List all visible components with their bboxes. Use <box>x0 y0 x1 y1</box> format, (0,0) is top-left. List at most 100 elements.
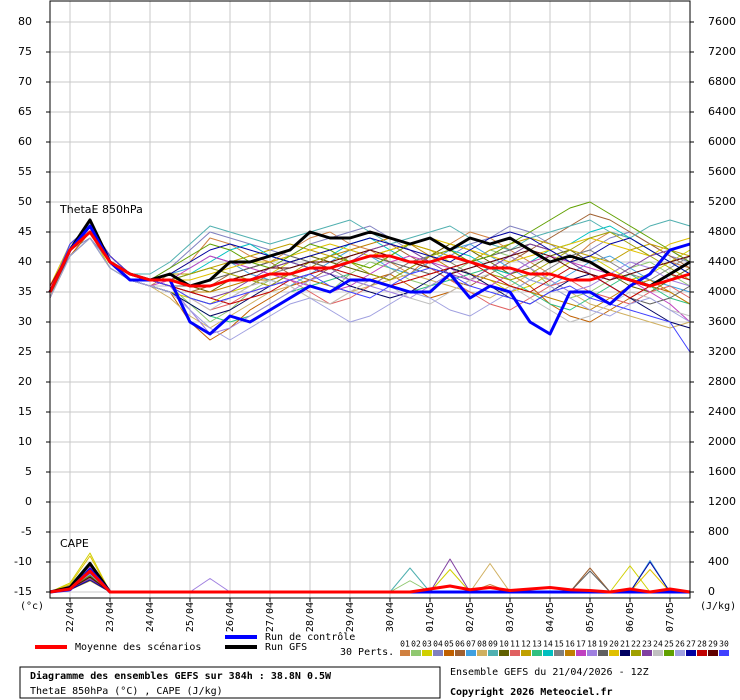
legend-swatch <box>543 650 553 656</box>
legend-swatch <box>609 650 619 656</box>
legend-label: 29 <box>708 640 718 649</box>
y-tick-label: 70 <box>18 75 32 88</box>
legend-swatch <box>488 650 498 656</box>
footer-subtitle: ThetaE 850hPa (°C) , CAPE (J/kg) <box>30 686 223 697</box>
y2-tick-label: 1200 <box>708 495 736 508</box>
thetae-label: ThetaE 850hPa <box>59 203 143 216</box>
legend-label: 07 <box>466 640 476 649</box>
legend-swatch <box>510 650 520 656</box>
y-tick-label: 50 <box>18 195 32 208</box>
x-tick-label: 26/04 <box>225 602 236 632</box>
legend-swatch <box>664 650 674 656</box>
y-tick-label: 30 <box>18 315 32 328</box>
legend-label: 10 <box>499 640 509 649</box>
legend-label: 16 <box>565 640 575 649</box>
y2-unit: (J/kg) <box>700 601 736 612</box>
legend-label: 30 <box>719 640 729 649</box>
y2-tick-label: 2800 <box>708 375 736 388</box>
legend-label: 26 <box>675 640 685 649</box>
y-tick-label: 65 <box>18 105 32 118</box>
x-tick-label: 30/04 <box>385 602 396 632</box>
legend-label: 13 <box>532 640 542 649</box>
legend-label: Moyenne des scénarios <box>75 641 201 653</box>
legend-swatch <box>631 650 641 656</box>
copyright: Copyright 2026 Meteociel.fr <box>450 686 613 698</box>
legend-label: 27 <box>686 640 696 649</box>
legend-swatch <box>466 650 476 656</box>
legend-label: 03 <box>422 640 432 649</box>
y-tick-label: 0 <box>25 495 32 508</box>
x-tick-label: 02/05 <box>465 602 476 632</box>
y-tick-label: 35 <box>18 285 32 298</box>
y2-tick-label: 2000 <box>708 435 736 448</box>
legend-swatch <box>642 650 652 656</box>
legend-swatch <box>455 650 465 656</box>
thetae-line <box>48 218 691 293</box>
y2-tick-label: 7200 <box>708 45 736 58</box>
cape-label: CAPE <box>60 537 89 550</box>
y2-tick-label: 7600 <box>708 15 736 28</box>
lines <box>48 201 691 594</box>
legend-label: 01 <box>400 640 410 649</box>
thetae-line <box>49 225 691 353</box>
x-tick-label: 27/04 <box>265 602 276 632</box>
x-tick-label: 01/05 <box>425 602 436 632</box>
y-tick-label: 45 <box>18 225 32 238</box>
legend-label: 21 <box>620 640 630 649</box>
y2-tick-label: 3200 <box>708 345 736 358</box>
footer-title: Diagramme des ensembles GEFS sur 384h : … <box>30 670 332 682</box>
x-tick-label: 29/04 <box>345 602 356 632</box>
legend-label: 28 <box>697 640 707 649</box>
plot-frame <box>49 0 691 599</box>
legend-swatch <box>400 650 410 656</box>
legend-swatch <box>576 650 586 656</box>
legend-label: 18 <box>587 640 597 649</box>
y2-tick-label: 6800 <box>708 75 736 88</box>
y-tick-label: 55 <box>18 165 32 178</box>
legend-label: 12 <box>521 640 531 649</box>
y-tick-label: -5 <box>21 525 32 538</box>
y-tick-label: 80 <box>18 15 32 28</box>
legend-label: 24 <box>653 640 663 649</box>
y-unit: (°c) <box>20 601 44 612</box>
y2-tick-label: 2400 <box>708 405 736 418</box>
legend-label: 08 <box>477 640 487 649</box>
legend-label: 19 <box>598 640 608 649</box>
legend-swatch <box>422 650 432 656</box>
legend-label: 06 <box>455 640 465 649</box>
legend-swatch <box>521 650 531 656</box>
y-tick-label: 5 <box>25 465 32 478</box>
y2-tick-label: 0 <box>708 585 715 598</box>
x-tick-label: 03/05 <box>505 602 516 632</box>
legend-label: 05 <box>444 640 454 649</box>
legend-swatch <box>433 650 443 656</box>
y-tick-label: 20 <box>18 375 32 388</box>
legend-label: 23 <box>642 640 652 649</box>
legend-label: 09 <box>488 640 498 649</box>
legend-swatch <box>719 650 729 656</box>
legend-label: Run GFS <box>265 642 307 653</box>
y2-tick-label: 800 <box>708 525 729 538</box>
y-tick-label: -10 <box>14 555 32 568</box>
y2-tick-label: 5600 <box>708 165 736 178</box>
legend-swatch <box>708 650 718 656</box>
y-tick-label: -15 <box>14 585 32 598</box>
legend-swatch <box>697 650 707 656</box>
legend-swatch <box>598 650 608 656</box>
legend-label: 02 <box>411 640 421 649</box>
perturbations-label: 30 Perts. <box>340 647 394 658</box>
x-tick-label: 06/05 <box>625 602 636 632</box>
x-tick-label: 22/04 <box>65 602 76 632</box>
legend-label: Run de contrôle <box>265 631 355 643</box>
thetae-line <box>49 201 691 293</box>
legend-swatch <box>587 650 597 656</box>
legend-swatch <box>554 650 564 656</box>
y2-tick-label: 4000 <box>708 285 736 298</box>
legend-swatch <box>675 650 685 656</box>
x-tick-label: 23/04 <box>105 602 116 632</box>
legend-label: 20 <box>609 640 619 649</box>
legend-label: 17 <box>576 640 586 649</box>
footer-box <box>19 666 441 699</box>
legend-swatch <box>477 650 487 656</box>
